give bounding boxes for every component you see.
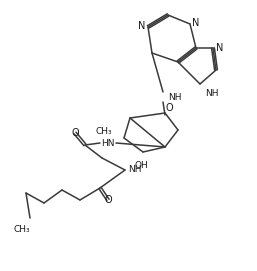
Text: N: N [216,43,224,53]
Text: OH: OH [134,162,148,170]
Text: NH: NH [205,89,218,98]
Text: O: O [71,128,79,138]
Text: HN: HN [101,138,115,147]
Text: O: O [165,103,173,113]
Text: O: O [104,195,112,205]
Text: N: N [138,21,146,31]
Text: CH₃: CH₃ [14,225,30,234]
Text: NH: NH [128,166,142,175]
Text: NH: NH [168,92,181,102]
Text: CH₃: CH₃ [96,127,112,137]
Text: N: N [192,18,200,28]
